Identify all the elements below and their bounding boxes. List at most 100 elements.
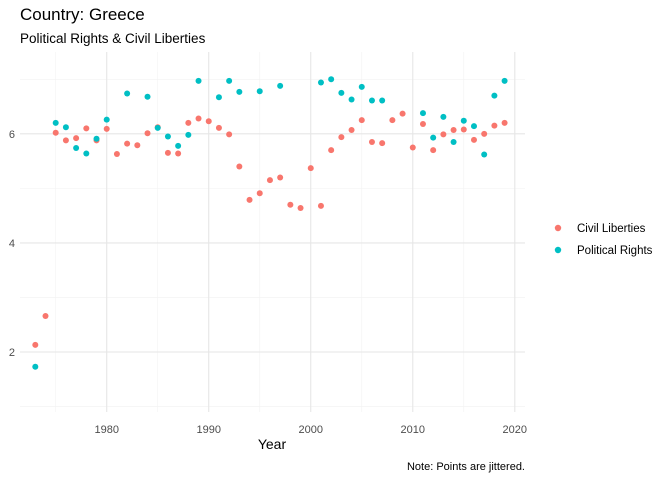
data-point [256, 88, 263, 95]
data-point [317, 79, 324, 86]
data-point [236, 163, 243, 170]
data-point [124, 140, 131, 147]
data-point [32, 363, 39, 370]
data-point [32, 341, 39, 348]
data-point [379, 140, 386, 147]
data-point [195, 115, 202, 122]
data-point [501, 77, 508, 84]
chart-subtitle: Political Rights & Civil Liberties [20, 31, 206, 46]
data-point [124, 90, 131, 97]
data-point [491, 92, 498, 99]
data-point [430, 147, 437, 154]
data-point [62, 124, 69, 131]
legend-label: Civil Liberties [577, 223, 646, 235]
y-tick-label: 4 [9, 238, 15, 250]
data-point [307, 165, 314, 172]
data-point [175, 142, 182, 149]
y-axis-ticks: 2 4 6 [9, 129, 15, 359]
x-axis-ticks: 1980 1990 2000 2010 2020 [94, 424, 527, 436]
data-point [113, 151, 120, 157]
legend: Civil Liberties Political Rights [554, 223, 653, 257]
data-point [154, 124, 161, 131]
data-point [348, 96, 355, 103]
data-point [62, 137, 69, 144]
data-point [450, 139, 457, 145]
data-point [175, 150, 182, 157]
data-point [226, 77, 233, 84]
data-point [164, 149, 171, 156]
data-point [450, 127, 457, 133]
data-point [246, 196, 253, 203]
data-point [430, 134, 437, 141]
data-point [379, 97, 386, 104]
chart-caption: Note: Points are jittered. [407, 461, 525, 473]
data-point [144, 130, 151, 137]
data-point [42, 313, 49, 319]
data-point [277, 82, 284, 89]
data-point [419, 121, 426, 127]
data-point [83, 125, 90, 132]
data-point [338, 134, 345, 141]
data-point [481, 151, 488, 158]
data-point [266, 177, 273, 184]
y-tick-label: 2 [9, 347, 15, 359]
data-point [144, 93, 151, 100]
data-point [328, 76, 335, 83]
data-point [185, 119, 192, 126]
data-point [73, 145, 80, 151]
data-point [440, 131, 447, 138]
data-point [501, 119, 508, 126]
data-point [368, 97, 375, 104]
data-point [256, 190, 263, 197]
data-point [52, 119, 59, 126]
data-point [409, 144, 416, 151]
data-point [470, 136, 477, 143]
data-point [134, 142, 141, 149]
data-point [481, 130, 488, 137]
x-tick-label: 1980 [94, 424, 118, 436]
data-point [205, 118, 212, 125]
data-point [328, 147, 335, 154]
data-point [103, 116, 110, 123]
data-point [277, 174, 284, 181]
data-point [52, 129, 59, 136]
data-point [215, 94, 222, 101]
data-point [460, 117, 467, 124]
data-point [93, 135, 100, 142]
x-tick-label: 1990 [196, 424, 220, 436]
x-tick-label: 2000 [299, 424, 323, 436]
legend-label: Political Rights [577, 245, 653, 257]
data-point [236, 88, 243, 95]
data-point [164, 133, 171, 140]
legend-key [554, 224, 562, 232]
data-point [338, 89, 345, 96]
data-point [73, 135, 80, 142]
data-point [83, 150, 90, 157]
data-point [440, 113, 447, 120]
chart-title: Country: Greece [20, 5, 145, 24]
data-point [368, 139, 375, 145]
x-axis-title: Year [258, 436, 287, 452]
data-point [226, 131, 233, 138]
x-tick-label: 2020 [503, 424, 527, 436]
data-point [185, 131, 192, 138]
data-points [32, 76, 508, 370]
data-point [358, 83, 365, 90]
data-point [470, 123, 477, 130]
data-point [389, 117, 396, 124]
data-point [297, 205, 304, 211]
data-point [195, 77, 202, 84]
data-point [287, 201, 294, 208]
data-point [358, 117, 365, 124]
data-point [491, 122, 498, 129]
y-tick-label: 6 [9, 129, 15, 141]
data-point [419, 110, 426, 117]
x-tick-label: 2010 [401, 424, 425, 436]
legend-key [554, 246, 562, 254]
data-point [215, 124, 222, 131]
data-point [399, 110, 406, 117]
data-point [460, 126, 467, 133]
grid-lines [20, 52, 525, 412]
data-point [348, 127, 355, 133]
